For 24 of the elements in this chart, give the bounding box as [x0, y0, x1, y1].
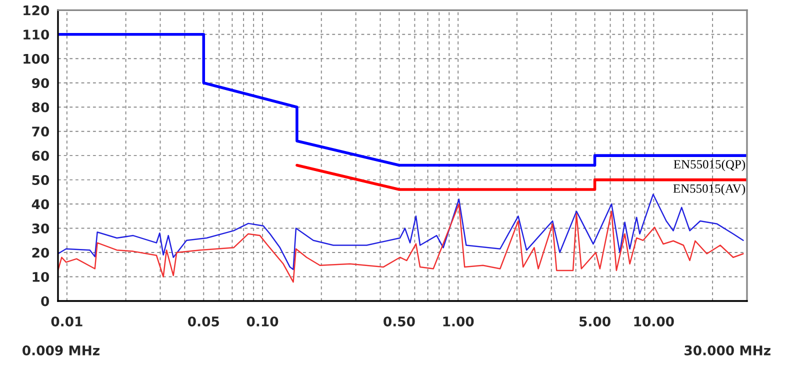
y-tick-label: 90	[32, 78, 50, 88]
x-tick-label: 1.00	[443, 316, 474, 326]
y-tick-label: 0	[41, 296, 50, 306]
x-tick-label: 0.01	[51, 316, 82, 326]
y-tick-label: 40	[32, 199, 50, 210]
y-tick-label: 30	[32, 224, 50, 234]
x-tick-label: 5.00	[580, 316, 610, 326]
y-tick-label: 100	[24, 54, 50, 64]
y-tick-label: 70	[32, 126, 50, 137]
y-tick-label: 80	[32, 102, 50, 112]
series-label: EN55015(QP)	[674, 160, 746, 172]
y-tick-label: 50	[32, 175, 50, 186]
y-tick-label: 110	[24, 30, 50, 40]
text: 0.009 MHz	[22, 345, 100, 356]
x-tick-label: 0.10	[246, 316, 278, 326]
x-tick-label: 10.00	[634, 316, 674, 326]
y-tick-label: 10	[32, 272, 50, 282]
x-tick-label: 0.50	[384, 316, 415, 326]
y-tick-label: 20	[32, 248, 50, 258]
y-tick-label: 60	[32, 150, 50, 161]
y-tick-label: 120	[24, 5, 50, 16]
text: 30.000 MHz	[684, 345, 770, 356]
series-label: EN55015(AV)	[673, 184, 746, 196]
x-tick-label: 0.05	[188, 316, 219, 326]
